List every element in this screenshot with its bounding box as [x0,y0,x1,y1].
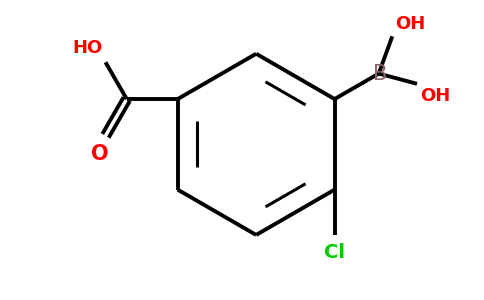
Text: HO: HO [73,39,103,57]
Text: OH: OH [420,87,450,105]
Text: O: O [91,144,108,164]
Text: Cl: Cl [324,243,345,262]
Text: B: B [373,64,387,84]
Text: OH: OH [395,16,425,34]
